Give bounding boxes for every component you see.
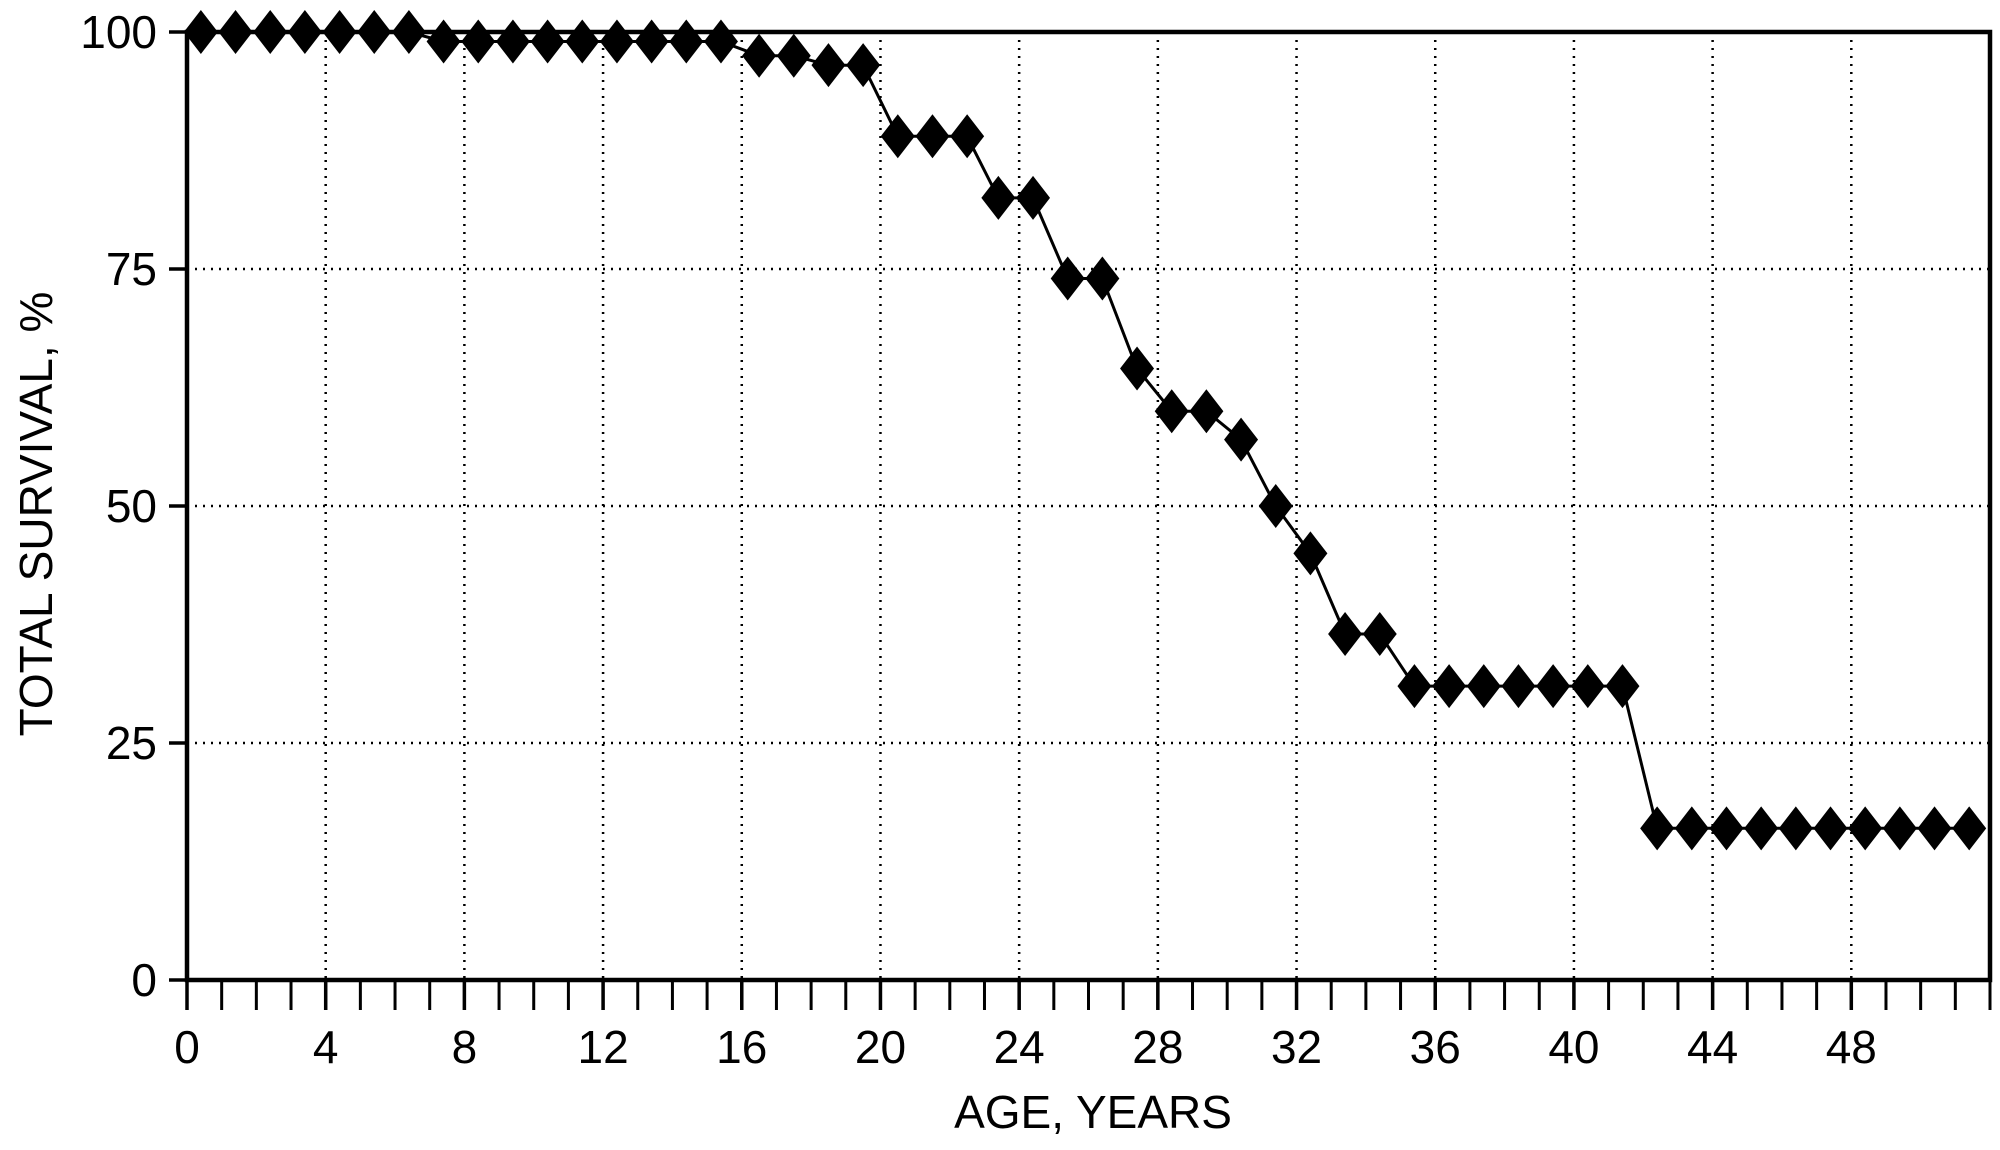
data-point: [1882, 806, 1917, 851]
data-point: [669, 19, 704, 64]
data-point: [1050, 256, 1085, 301]
data-point: [1120, 346, 1155, 391]
data-point: [565, 19, 600, 64]
data-point: [880, 114, 915, 159]
data-point: [530, 19, 565, 64]
data-point: [1813, 806, 1848, 851]
data-point: [253, 10, 288, 54]
data-point: [357, 10, 392, 54]
x-tick-label: 36: [1410, 1021, 1461, 1073]
data-point: [776, 33, 811, 78]
x-tick-label: 0: [174, 1021, 200, 1073]
data-point: [1536, 664, 1571, 709]
data-point: [950, 114, 985, 159]
data-point: [322, 10, 357, 54]
data-point: [1501, 664, 1536, 709]
data-point: [1744, 806, 1779, 851]
x-tick-label: 28: [1132, 1021, 1183, 1073]
data-point: [1778, 806, 1813, 851]
data-point: [1674, 806, 1709, 851]
data-point: [742, 33, 777, 78]
data-point: [1362, 611, 1397, 656]
data-point: [183, 10, 218, 54]
x-tick-label: 48: [1826, 1021, 1877, 1073]
data-point: [1570, 664, 1605, 709]
x-tick-label: 12: [577, 1021, 628, 1073]
data-point: [1189, 389, 1224, 434]
y-axis-title: TOTAL SURVIVAL, %: [10, 292, 62, 737]
data-point: [1154, 389, 1189, 434]
data-point: [634, 19, 669, 64]
data-point: [1085, 256, 1120, 301]
data-point: [1293, 531, 1328, 576]
data-point: [218, 10, 253, 54]
data-point: [1605, 664, 1640, 709]
data-point: [846, 43, 881, 88]
x-tick-label: 16: [716, 1021, 767, 1073]
data-point: [461, 19, 496, 64]
y-tick-label: 75: [106, 243, 157, 295]
x-tick-label: 20: [855, 1021, 906, 1073]
axes: [169, 29, 1993, 1010]
data-point: [1397, 664, 1432, 709]
data-point: [599, 19, 634, 64]
data-point: [1848, 806, 1883, 851]
x-tick-label: 8: [452, 1021, 478, 1073]
data-point: [915, 114, 950, 159]
data-point: [1640, 806, 1675, 851]
y-tick-label: 25: [106, 717, 157, 769]
data-point: [1016, 175, 1051, 220]
x-tick-label: 40: [1548, 1021, 1599, 1073]
data-point: [811, 43, 846, 88]
data-point: [1328, 611, 1363, 656]
data-point: [1709, 806, 1744, 851]
y-tick-label: 100: [80, 6, 157, 58]
data-point: [1917, 806, 1952, 851]
x-tick-label: 24: [994, 1021, 1045, 1073]
x-tick-label: 32: [1271, 1021, 1322, 1073]
series-line: [200, 30, 1970, 830]
data-point: [426, 19, 461, 64]
data-point: [391, 10, 426, 54]
y-tick-label: 50: [106, 480, 157, 532]
x-tick-label: 4: [313, 1021, 339, 1073]
data-point: [1952, 806, 1987, 851]
data-point: [981, 175, 1016, 220]
data-point: [495, 19, 530, 64]
data-point: [703, 19, 738, 64]
x-axis-title: AGE, YEARS: [954, 1086, 1232, 1138]
y-tick-label: 0: [131, 954, 157, 1006]
data-point: [1224, 417, 1259, 462]
data-point: [1432, 664, 1467, 709]
data-point: [1258, 484, 1293, 528]
data-point: [1466, 664, 1501, 709]
data-point: [287, 10, 322, 54]
x-tick-label: 44: [1687, 1021, 1738, 1073]
series-survival: [200, 30, 1970, 830]
data-markers: [183, 10, 1987, 851]
